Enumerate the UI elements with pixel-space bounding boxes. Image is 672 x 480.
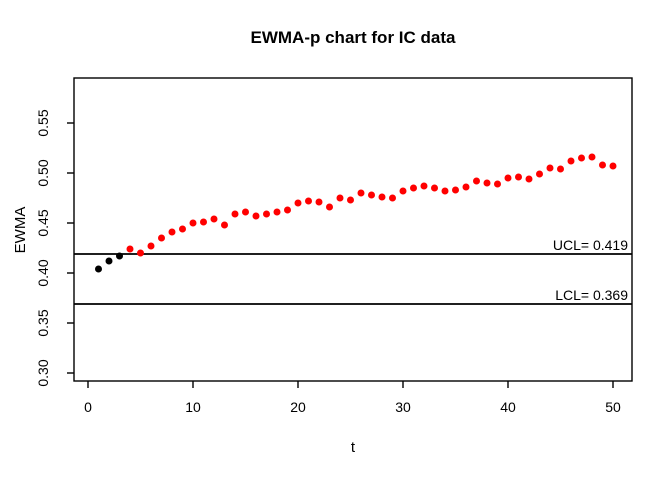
ewma-data-point xyxy=(157,234,165,242)
y-axis-ticks: 0.30 0.35 0.40 0.45 0.50 0.55 xyxy=(35,109,74,387)
ewma-data-point xyxy=(220,221,228,229)
x-tick-label: 50 xyxy=(605,399,621,415)
ewma-data-point xyxy=(136,249,144,257)
ewma-data-point xyxy=(514,173,522,181)
ewma-data-point xyxy=(556,165,564,173)
ewma-data-point xyxy=(420,182,428,190)
y-tick-label: 0.55 xyxy=(35,109,51,136)
ewma-data-point xyxy=(94,265,102,273)
ewma-data-point xyxy=(147,242,155,250)
ewma-data-point xyxy=(189,219,197,227)
ewma-data-point xyxy=(525,175,533,183)
y-tick-label: 0.35 xyxy=(35,309,51,336)
ewma-data-point xyxy=(178,225,186,233)
ewma-data-point xyxy=(115,252,123,260)
x-tick-label: 40 xyxy=(500,399,516,415)
ewma-data-point xyxy=(441,187,449,195)
ewma-data-point xyxy=(294,199,302,207)
ewma-data-point xyxy=(609,162,617,170)
ewma-data-point xyxy=(472,177,480,185)
ewma-data-point xyxy=(315,198,323,206)
ewma-data-point xyxy=(252,212,260,220)
ewma-data-point xyxy=(483,179,491,187)
ewma-data-point xyxy=(336,194,344,202)
ewma-data-point xyxy=(535,170,543,178)
y-axis-title: EWMA xyxy=(12,207,29,254)
ewma-data-point xyxy=(493,180,501,188)
ewma-data-point xyxy=(231,210,239,218)
ucl-label: UCL= 0.419 xyxy=(553,237,628,253)
ewma-data-point xyxy=(598,161,606,169)
x-tick-label: 20 xyxy=(290,399,306,415)
chart-title: EWMA-p chart for IC data xyxy=(251,28,456,47)
ewma-data-point xyxy=(262,210,270,218)
y-tick-label: 0.50 xyxy=(35,159,51,186)
ewma-data-point xyxy=(304,197,312,205)
data-points xyxy=(94,153,617,273)
ewma-data-point xyxy=(577,154,585,162)
ewma-data-point xyxy=(430,184,438,192)
ewma-data-point xyxy=(504,174,512,182)
ewma-data-point xyxy=(199,218,207,226)
ewma-data-point xyxy=(126,245,134,253)
ewma-data-point xyxy=(367,191,375,199)
ewma-data-point xyxy=(588,153,596,161)
ewma-data-point xyxy=(105,257,113,265)
ewma-data-point xyxy=(546,164,554,172)
plot-box xyxy=(73,77,633,382)
ewma-data-point xyxy=(409,184,417,192)
ewma-data-point xyxy=(210,215,218,223)
ewma-data-point xyxy=(399,187,407,195)
ewma-data-point xyxy=(462,183,470,191)
ewma-data-point xyxy=(241,208,249,216)
ewma-data-point xyxy=(283,206,291,214)
ewma-data-point xyxy=(346,196,354,204)
ewma-data-point xyxy=(168,228,176,236)
ewma-data-point xyxy=(273,208,281,216)
ewma-data-point xyxy=(325,203,333,211)
y-tick-label: 0.45 xyxy=(35,209,51,236)
ewma-data-point xyxy=(388,194,396,202)
ewma-data-point xyxy=(567,157,575,165)
lcl-label: LCL= 0.369 xyxy=(555,287,628,303)
ewma-data-point xyxy=(357,189,365,197)
x-axis-ticks: 0 10 20 30 40 50 xyxy=(84,381,621,415)
x-axis-title: t xyxy=(351,439,356,456)
y-tick-label: 0.30 xyxy=(35,359,51,386)
x-tick-label: 0 xyxy=(84,399,92,415)
ewma-data-point xyxy=(378,193,386,201)
ewma-data-point xyxy=(451,186,459,194)
y-tick-label: 0.40 xyxy=(35,259,51,286)
x-tick-label: 30 xyxy=(395,399,411,415)
x-tick-label: 10 xyxy=(185,399,201,415)
